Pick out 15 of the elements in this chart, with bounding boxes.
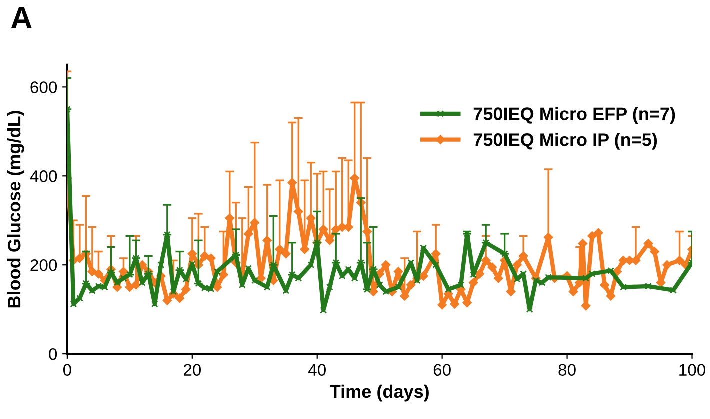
x-tick-label: 60 <box>434 364 451 376</box>
legend-label: 750IEQ Micro EFP (n=7) <box>474 107 676 124</box>
legend-label: 750IEQ Micro IP (n=5) <box>474 133 658 150</box>
y-tick-label: 0 <box>49 348 58 360</box>
y-tick-label: 200 <box>30 260 58 272</box>
chart-title: A <box>11 7 32 28</box>
x-tick-label: 80 <box>558 364 576 376</box>
x-tick-label: 40 <box>308 364 326 376</box>
y-tick-label: 400 <box>30 170 58 182</box>
x-axis-title: Time (days) <box>330 384 429 402</box>
y-axis-title: Blood Glucose (mg/dL) <box>7 111 24 308</box>
x-tick-label: 20 <box>184 364 202 376</box>
y-tick-label: 600 <box>30 82 58 94</box>
x-tick-label: 100 <box>680 364 706 376</box>
x-tick-label: 0 <box>63 364 72 376</box>
